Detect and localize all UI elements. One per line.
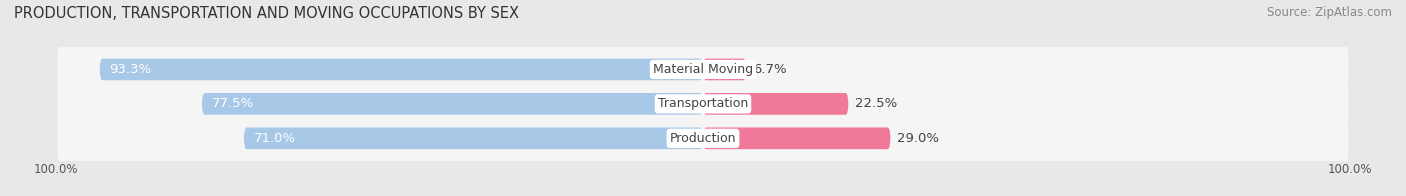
Text: 71.0%: 71.0% [253, 132, 295, 145]
FancyBboxPatch shape [201, 93, 703, 115]
Text: Source: ZipAtlas.com: Source: ZipAtlas.com [1267, 6, 1392, 19]
Text: 22.5%: 22.5% [855, 97, 897, 110]
FancyBboxPatch shape [703, 59, 747, 80]
Text: PRODUCTION, TRANSPORTATION AND MOVING OCCUPATIONS BY SEX: PRODUCTION, TRANSPORTATION AND MOVING OC… [14, 6, 519, 21]
FancyBboxPatch shape [703, 127, 890, 149]
Text: 6.7%: 6.7% [752, 63, 786, 76]
Text: 77.5%: 77.5% [211, 97, 253, 110]
Text: Production: Production [669, 132, 737, 145]
Text: Transportation: Transportation [658, 97, 748, 110]
FancyBboxPatch shape [703, 93, 849, 115]
FancyBboxPatch shape [243, 127, 703, 149]
Legend: Male, Female: Male, Female [640, 194, 766, 196]
Text: Material Moving: Material Moving [652, 63, 754, 76]
FancyBboxPatch shape [58, 42, 1348, 97]
FancyBboxPatch shape [58, 110, 1348, 166]
Text: 29.0%: 29.0% [897, 132, 939, 145]
FancyBboxPatch shape [58, 76, 1348, 132]
FancyBboxPatch shape [100, 59, 703, 80]
Text: 93.3%: 93.3% [110, 63, 152, 76]
